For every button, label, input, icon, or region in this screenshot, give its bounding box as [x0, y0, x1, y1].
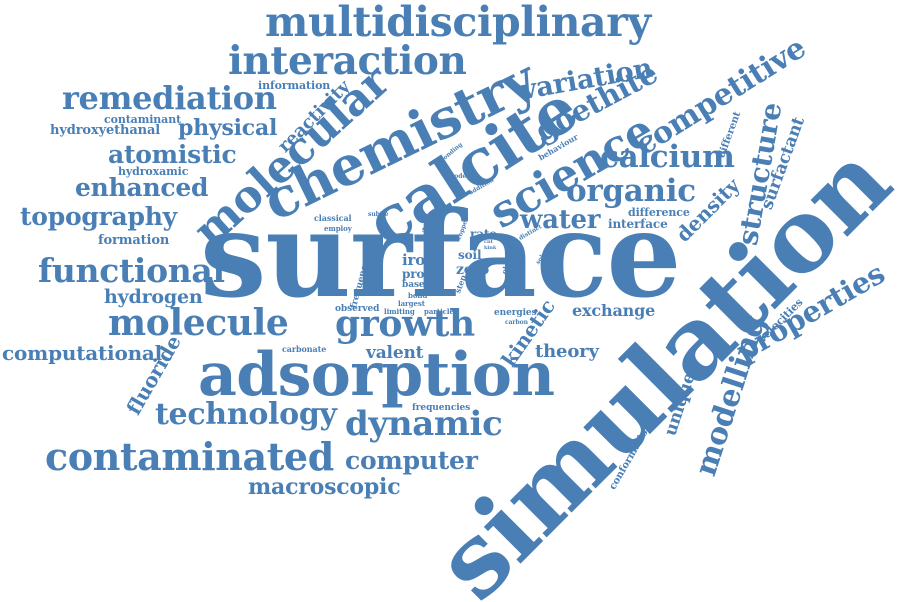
word-limiting: limiting — [384, 307, 415, 316]
word-computational: computational — [2, 341, 163, 365]
word-soil: soil — [458, 248, 482, 262]
word-interface: interface — [608, 217, 668, 231]
word-valent: valent — [366, 343, 424, 363]
word-contaminant: contaminant — [104, 113, 182, 126]
word-enhanced: enhanced — [75, 173, 209, 202]
word-employ: employ — [324, 224, 352, 233]
word-surface: surface — [200, 185, 681, 324]
word-computer: computer — [345, 446, 478, 475]
word-organic: organic — [566, 173, 696, 209]
word-macroscopic: macroscopic — [248, 474, 401, 500]
word-interaction: interaction — [228, 38, 467, 84]
word-proc: proc — [402, 267, 432, 281]
word-observed: observed — [335, 304, 380, 314]
word-contaminated: contaminated — [45, 434, 334, 479]
word-dynamic: dynamic — [345, 404, 503, 444]
word-cnt: cnt — [484, 239, 493, 245]
word-adsorption: adsorption — [198, 340, 555, 410]
word-carbonate: carbonate — [282, 344, 327, 354]
word-carbon: carbon — [505, 319, 528, 326]
word-physical: physical — [178, 115, 278, 141]
word-remediation: remediation — [62, 79, 277, 117]
word-bond: bond — [408, 291, 428, 300]
word-rate: rate — [470, 227, 497, 241]
word-frequencies: frequencies — [412, 403, 471, 413]
word-technology: technology — [155, 397, 337, 432]
word-hydroxyethanal: hydroxyethanal — [50, 123, 161, 138]
word-energies: energies — [494, 308, 537, 318]
word-model: model — [448, 173, 469, 180]
word-hydrogen: hydrogen — [104, 286, 203, 308]
word-particle: particle — [424, 307, 454, 316]
word-topography: topography — [20, 202, 177, 231]
word-largest: largest — [398, 299, 425, 308]
word-site: site — [422, 224, 439, 234]
word-based: based — [402, 280, 431, 290]
word-theory: theory — [535, 341, 599, 362]
word-classical: classical — [314, 213, 352, 223]
word-difference: difference — [628, 206, 690, 219]
word-zero: zero — [456, 262, 490, 278]
word-functional: functional — [38, 251, 225, 290]
word-subtle: subtle — [368, 211, 389, 218]
word-molecule: molecule — [108, 302, 289, 344]
word-growth: growth — [335, 303, 475, 345]
word-iron: iron — [402, 251, 436, 269]
word-formation: formation — [98, 233, 170, 248]
word-information: information — [258, 79, 331, 92]
word-multidisciplinary: multidisciplinary — [265, 0, 651, 46]
word-atomistic: atomistic — [108, 140, 237, 169]
word-calcium: calcium — [600, 139, 735, 175]
word-kink: kink — [484, 245, 497, 251]
word-water: water — [520, 205, 601, 235]
word-exchange: exchange — [572, 301, 656, 320]
word-hydroxamic: hydroxamic — [118, 165, 189, 178]
